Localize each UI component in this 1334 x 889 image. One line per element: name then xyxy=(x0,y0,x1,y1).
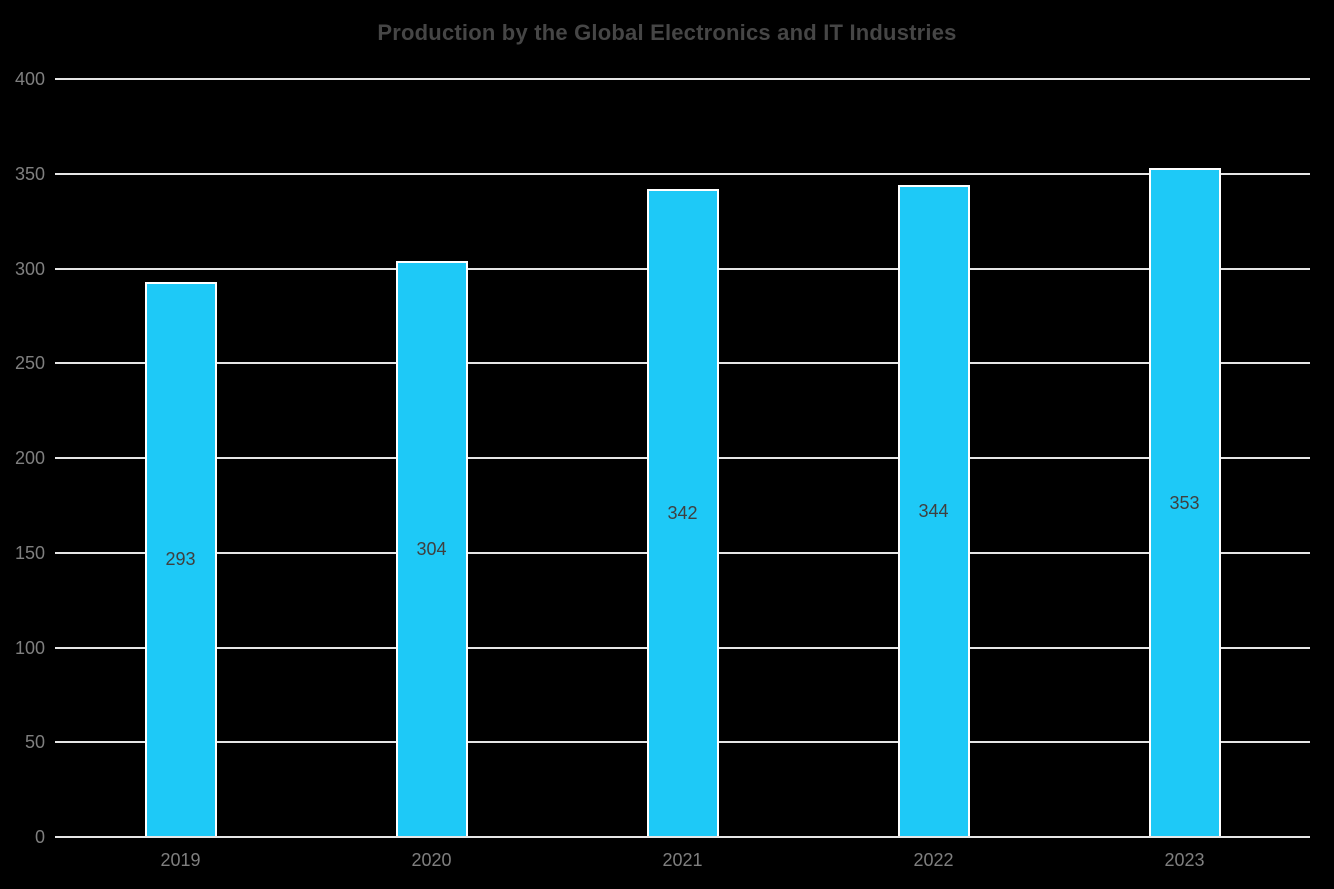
y-axis-tick-label: 350 xyxy=(14,163,45,184)
x-axis-tick-label: 2023 xyxy=(1164,850,1205,870)
x-axis-tick-label: 2019 xyxy=(160,850,201,870)
bar xyxy=(646,188,719,837)
y-axis-tick-label: 200 xyxy=(14,448,45,468)
bar-value-label: 304 xyxy=(416,538,447,559)
y-axis-tick-label: 50 xyxy=(24,732,45,753)
x-axis-tick-label: 2021 xyxy=(662,850,703,870)
y-axis-tick-label: 400 xyxy=(14,69,45,89)
y-axis-tick-label: 150 xyxy=(14,542,45,563)
bar xyxy=(897,185,970,837)
bar-value-label: 344 xyxy=(918,501,949,522)
y-axis-tick-label: 300 xyxy=(14,258,45,279)
chart-title: Production by the Global Electronics and… xyxy=(377,20,957,45)
y-axis-tick-label: 0 xyxy=(34,827,45,847)
x-axis-line xyxy=(55,836,1310,838)
y-axis-tick-label: 100 xyxy=(14,637,45,658)
bar xyxy=(1148,168,1221,837)
bar-value-label: 342 xyxy=(667,502,698,523)
bar-value-label: 353 xyxy=(1169,492,1200,513)
gridline xyxy=(55,78,1310,80)
bar xyxy=(144,281,217,837)
bar-value-label: 293 xyxy=(165,549,196,570)
x-axis-tick-label: 2020 xyxy=(411,850,452,870)
x-axis-tick-label: 2022 xyxy=(913,850,954,870)
gridline xyxy=(55,172,1310,175)
y-axis-tick-label: 250 xyxy=(14,353,45,374)
bar xyxy=(395,260,468,837)
